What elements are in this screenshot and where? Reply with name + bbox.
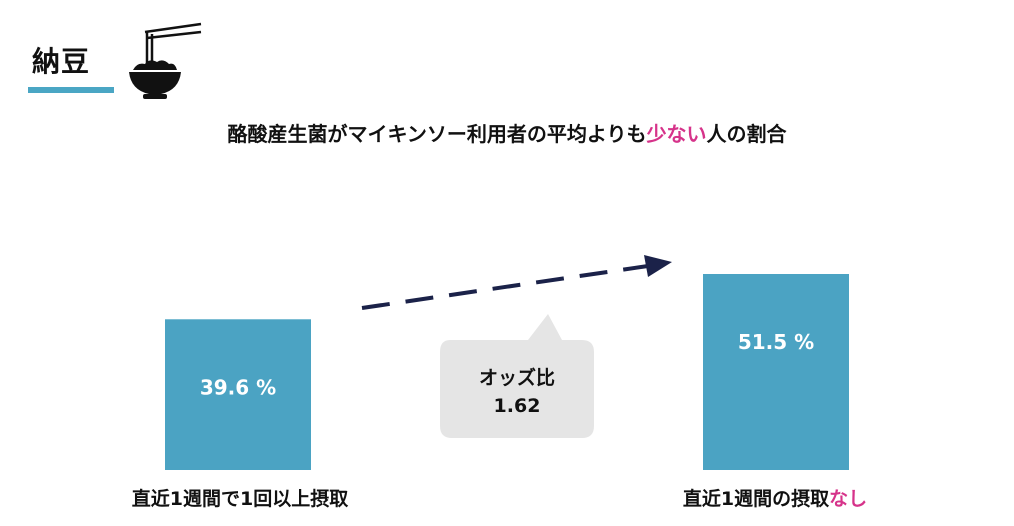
noodle-bowl-icon: [129, 22, 202, 99]
page-title: 納豆: [32, 45, 91, 78]
bar-value-label-1: 39.6 %: [200, 375, 276, 399]
title-underline: [28, 87, 114, 93]
category-label-1-text: 直近1週間で1回以上摂取: [131, 488, 349, 510]
category-label-2-accent: なし: [829, 488, 868, 510]
trend-arrow: [361, 255, 672, 310]
subtitle-text: 酪酸産生菌がマイキンソー利用者の平均よりも: [227, 122, 647, 146]
subtitle-suffix: 人の割合: [706, 122, 787, 146]
chart-subtitle: 酪酸産生菌がマイキンソー利用者の平均よりも少ない人の割合: [0, 118, 1014, 147]
subtitle-accent: 少ない: [646, 122, 707, 146]
odds-ratio-label: オッズ比: [479, 366, 555, 389]
odds-ratio-value: 1.62: [494, 395, 541, 417]
category-label-2-text: 直近1週間の摂取: [682, 488, 830, 510]
category-label-1: 直近1週間で1回以上摂取: [70, 484, 410, 511]
bar-value-label-2: 51.5 %: [738, 330, 814, 354]
odds-ratio-bubble: オッズ比 1.62: [440, 314, 594, 438]
category-label-2: 直近1週間の摂取なし: [620, 484, 930, 511]
bar-1: [165, 319, 311, 470]
bar-2: [703, 274, 849, 470]
